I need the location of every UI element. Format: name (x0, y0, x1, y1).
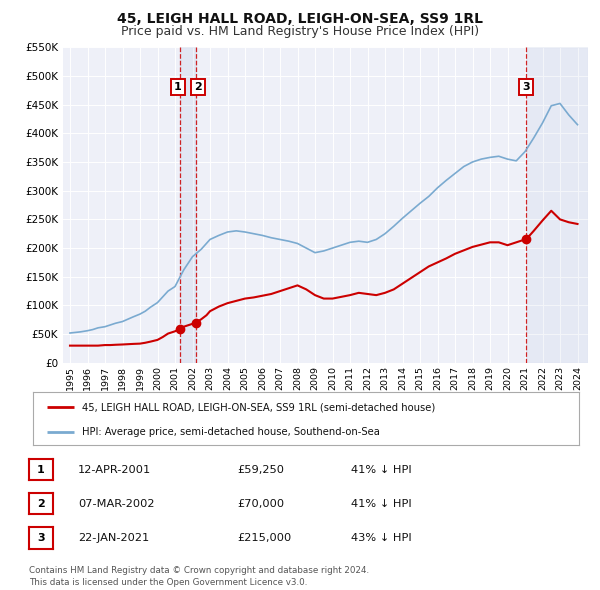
Text: 45, LEIGH HALL ROAD, LEIGH-ON-SEA, SS9 1RL (semi-detached house): 45, LEIGH HALL ROAD, LEIGH-ON-SEA, SS9 1… (82, 402, 436, 412)
Text: Contains HM Land Registry data © Crown copyright and database right 2024.
This d: Contains HM Land Registry data © Crown c… (29, 566, 369, 587)
Text: 41% ↓ HPI: 41% ↓ HPI (351, 465, 412, 474)
Text: 43% ↓ HPI: 43% ↓ HPI (351, 533, 412, 543)
Text: 12-APR-2001: 12-APR-2001 (78, 465, 151, 474)
Text: 45, LEIGH HALL ROAD, LEIGH-ON-SEA, SS9 1RL: 45, LEIGH HALL ROAD, LEIGH-ON-SEA, SS9 1… (117, 12, 483, 26)
Text: 3: 3 (37, 533, 44, 543)
Text: 07-MAR-2002: 07-MAR-2002 (78, 499, 155, 509)
Text: 2: 2 (194, 81, 202, 91)
Text: 1: 1 (174, 81, 182, 91)
Text: 3: 3 (522, 81, 530, 91)
Bar (526, 47, 588, 363)
Text: 1: 1 (37, 465, 44, 474)
Text: 22-JAN-2021: 22-JAN-2021 (78, 533, 149, 543)
Text: £70,000: £70,000 (237, 499, 284, 509)
Text: Price paid vs. HM Land Registry's House Price Index (HPI): Price paid vs. HM Land Registry's House … (121, 25, 479, 38)
Text: HPI: Average price, semi-detached house, Southend-on-Sea: HPI: Average price, semi-detached house,… (82, 427, 380, 437)
Text: £215,000: £215,000 (237, 533, 291, 543)
Text: 2: 2 (37, 499, 44, 509)
Bar (180, 47, 196, 363)
Text: £59,250: £59,250 (237, 465, 284, 474)
Text: 41% ↓ HPI: 41% ↓ HPI (351, 499, 412, 509)
